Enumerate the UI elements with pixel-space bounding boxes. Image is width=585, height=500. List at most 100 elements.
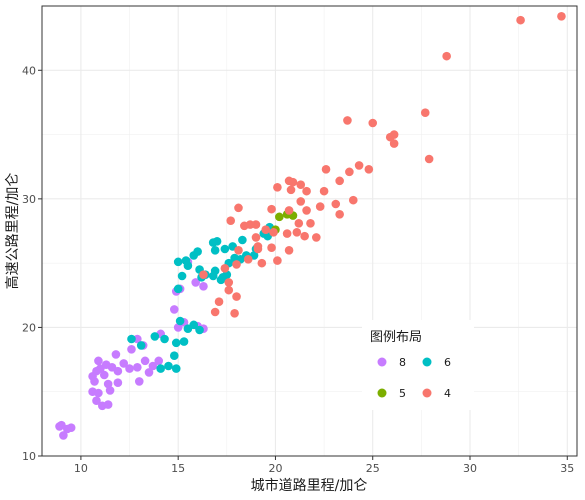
data-point-4 [368, 118, 378, 128]
data-point-4 [224, 285, 234, 295]
data-point-6 [173, 284, 183, 294]
data-point-4 [243, 254, 253, 264]
data-point-8 [119, 359, 129, 368]
data-point-8 [94, 388, 103, 398]
plot-panel [41, 5, 578, 457]
legend-item-5: 5 [377, 387, 406, 400]
data-point-4 [312, 233, 321, 242]
data-point-4 [245, 220, 255, 229]
legend-key-6 [422, 357, 432, 367]
data-point-4 [267, 204, 276, 214]
data-point-8 [133, 362, 142, 372]
data-point-4 [261, 225, 271, 235]
data-point-4 [210, 307, 220, 317]
data-point-4 [302, 206, 311, 215]
data-points [55, 11, 566, 440]
data-point-4 [296, 180, 306, 190]
data-point-6 [156, 364, 165, 373]
grid-minor [42, 6, 577, 456]
data-point-4 [424, 154, 434, 164]
data-point-4 [321, 164, 331, 174]
data-point-4 [284, 206, 294, 215]
legend-label-8: 8 [399, 356, 406, 369]
data-point-4 [343, 116, 352, 125]
data-point-4 [220, 263, 230, 273]
data-point-8 [154, 356, 164, 366]
data-point-8 [125, 364, 134, 373]
data-point-8 [103, 400, 113, 409]
data-point-4 [273, 256, 282, 265]
data-point-8 [59, 431, 68, 440]
data-point-4 [306, 218, 315, 228]
data-point-8 [94, 356, 103, 366]
x-tick-label: 20 [268, 462, 282, 475]
data-point-8 [148, 361, 158, 371]
data-point-6 [195, 325, 204, 335]
data-point-4 [385, 132, 395, 142]
legend-item-4: 4 [422, 387, 451, 400]
legend-label-6: 6 [444, 356, 451, 369]
data-point-8 [99, 370, 109, 380]
data-point-4 [420, 108, 430, 118]
y-axis-title: 高速公路里程/加仑 [4, 173, 21, 290]
data-point-8 [101, 360, 111, 370]
plot-border [41, 5, 578, 457]
data-point-4 [348, 195, 358, 205]
data-point-4 [234, 203, 243, 213]
data-point-6 [171, 338, 181, 348]
data-point-4 [335, 209, 344, 219]
x-tick-label: 30 [463, 462, 477, 475]
x-tick-label: 35 [560, 462, 574, 475]
data-point-4 [442, 51, 451, 61]
legend: 图例布局 8 6 5 4 [362, 320, 474, 410]
data-point-4 [214, 297, 224, 307]
data-point-4 [557, 11, 566, 21]
data-point-6 [136, 341, 146, 350]
data-point-4 [345, 167, 354, 177]
data-point-6 [220, 244, 230, 254]
data-point-6 [164, 361, 173, 371]
data-point-6 [171, 364, 181, 373]
legend-key-8 [377, 357, 387, 367]
data-point-4 [199, 270, 208, 280]
data-point-8 [134, 377, 144, 386]
data-point-4 [224, 278, 234, 287]
data-point-6 [181, 256, 191, 265]
data-point-8 [92, 396, 101, 406]
y-tick-label: 10 [22, 450, 36, 463]
y-tick-label: 30 [22, 193, 36, 206]
data-point-8 [105, 386, 115, 395]
data-point-4 [253, 242, 263, 251]
data-point-6 [127, 334, 136, 344]
y-tick-label: 20 [22, 321, 36, 334]
data-point-4 [284, 245, 294, 255]
data-point-4 [230, 308, 239, 318]
data-point-6 [173, 257, 183, 267]
data-point-4 [335, 176, 344, 186]
data-point-8 [144, 368, 154, 377]
data-point-6 [216, 275, 226, 285]
data-point-4 [267, 243, 276, 253]
data-point-6 [189, 320, 199, 330]
x-axis-ticks: 10 15 20 25 30 35 [74, 456, 574, 475]
data-point-4 [364, 164, 374, 174]
data-point-4 [251, 233, 261, 242]
data-point-4 [284, 176, 294, 186]
legend-label-5: 5 [399, 387, 406, 400]
data-point-8 [169, 305, 179, 314]
data-point-6 [193, 247, 202, 256]
data-point-6 [175, 316, 185, 326]
data-point-4 [296, 197, 306, 206]
data-point-4 [232, 292, 241, 301]
legend-item-6: 6 [422, 356, 451, 369]
data-point-5 [275, 212, 284, 222]
legend-key-5 [377, 388, 387, 398]
y-tick-label: 40 [22, 64, 36, 77]
data-point-4 [300, 231, 309, 241]
data-point-6 [179, 337, 189, 346]
legend-title: 图例布局 [370, 330, 422, 345]
data-point-4 [331, 199, 341, 209]
data-point-8 [113, 378, 123, 388]
data-point-4 [319, 186, 329, 196]
